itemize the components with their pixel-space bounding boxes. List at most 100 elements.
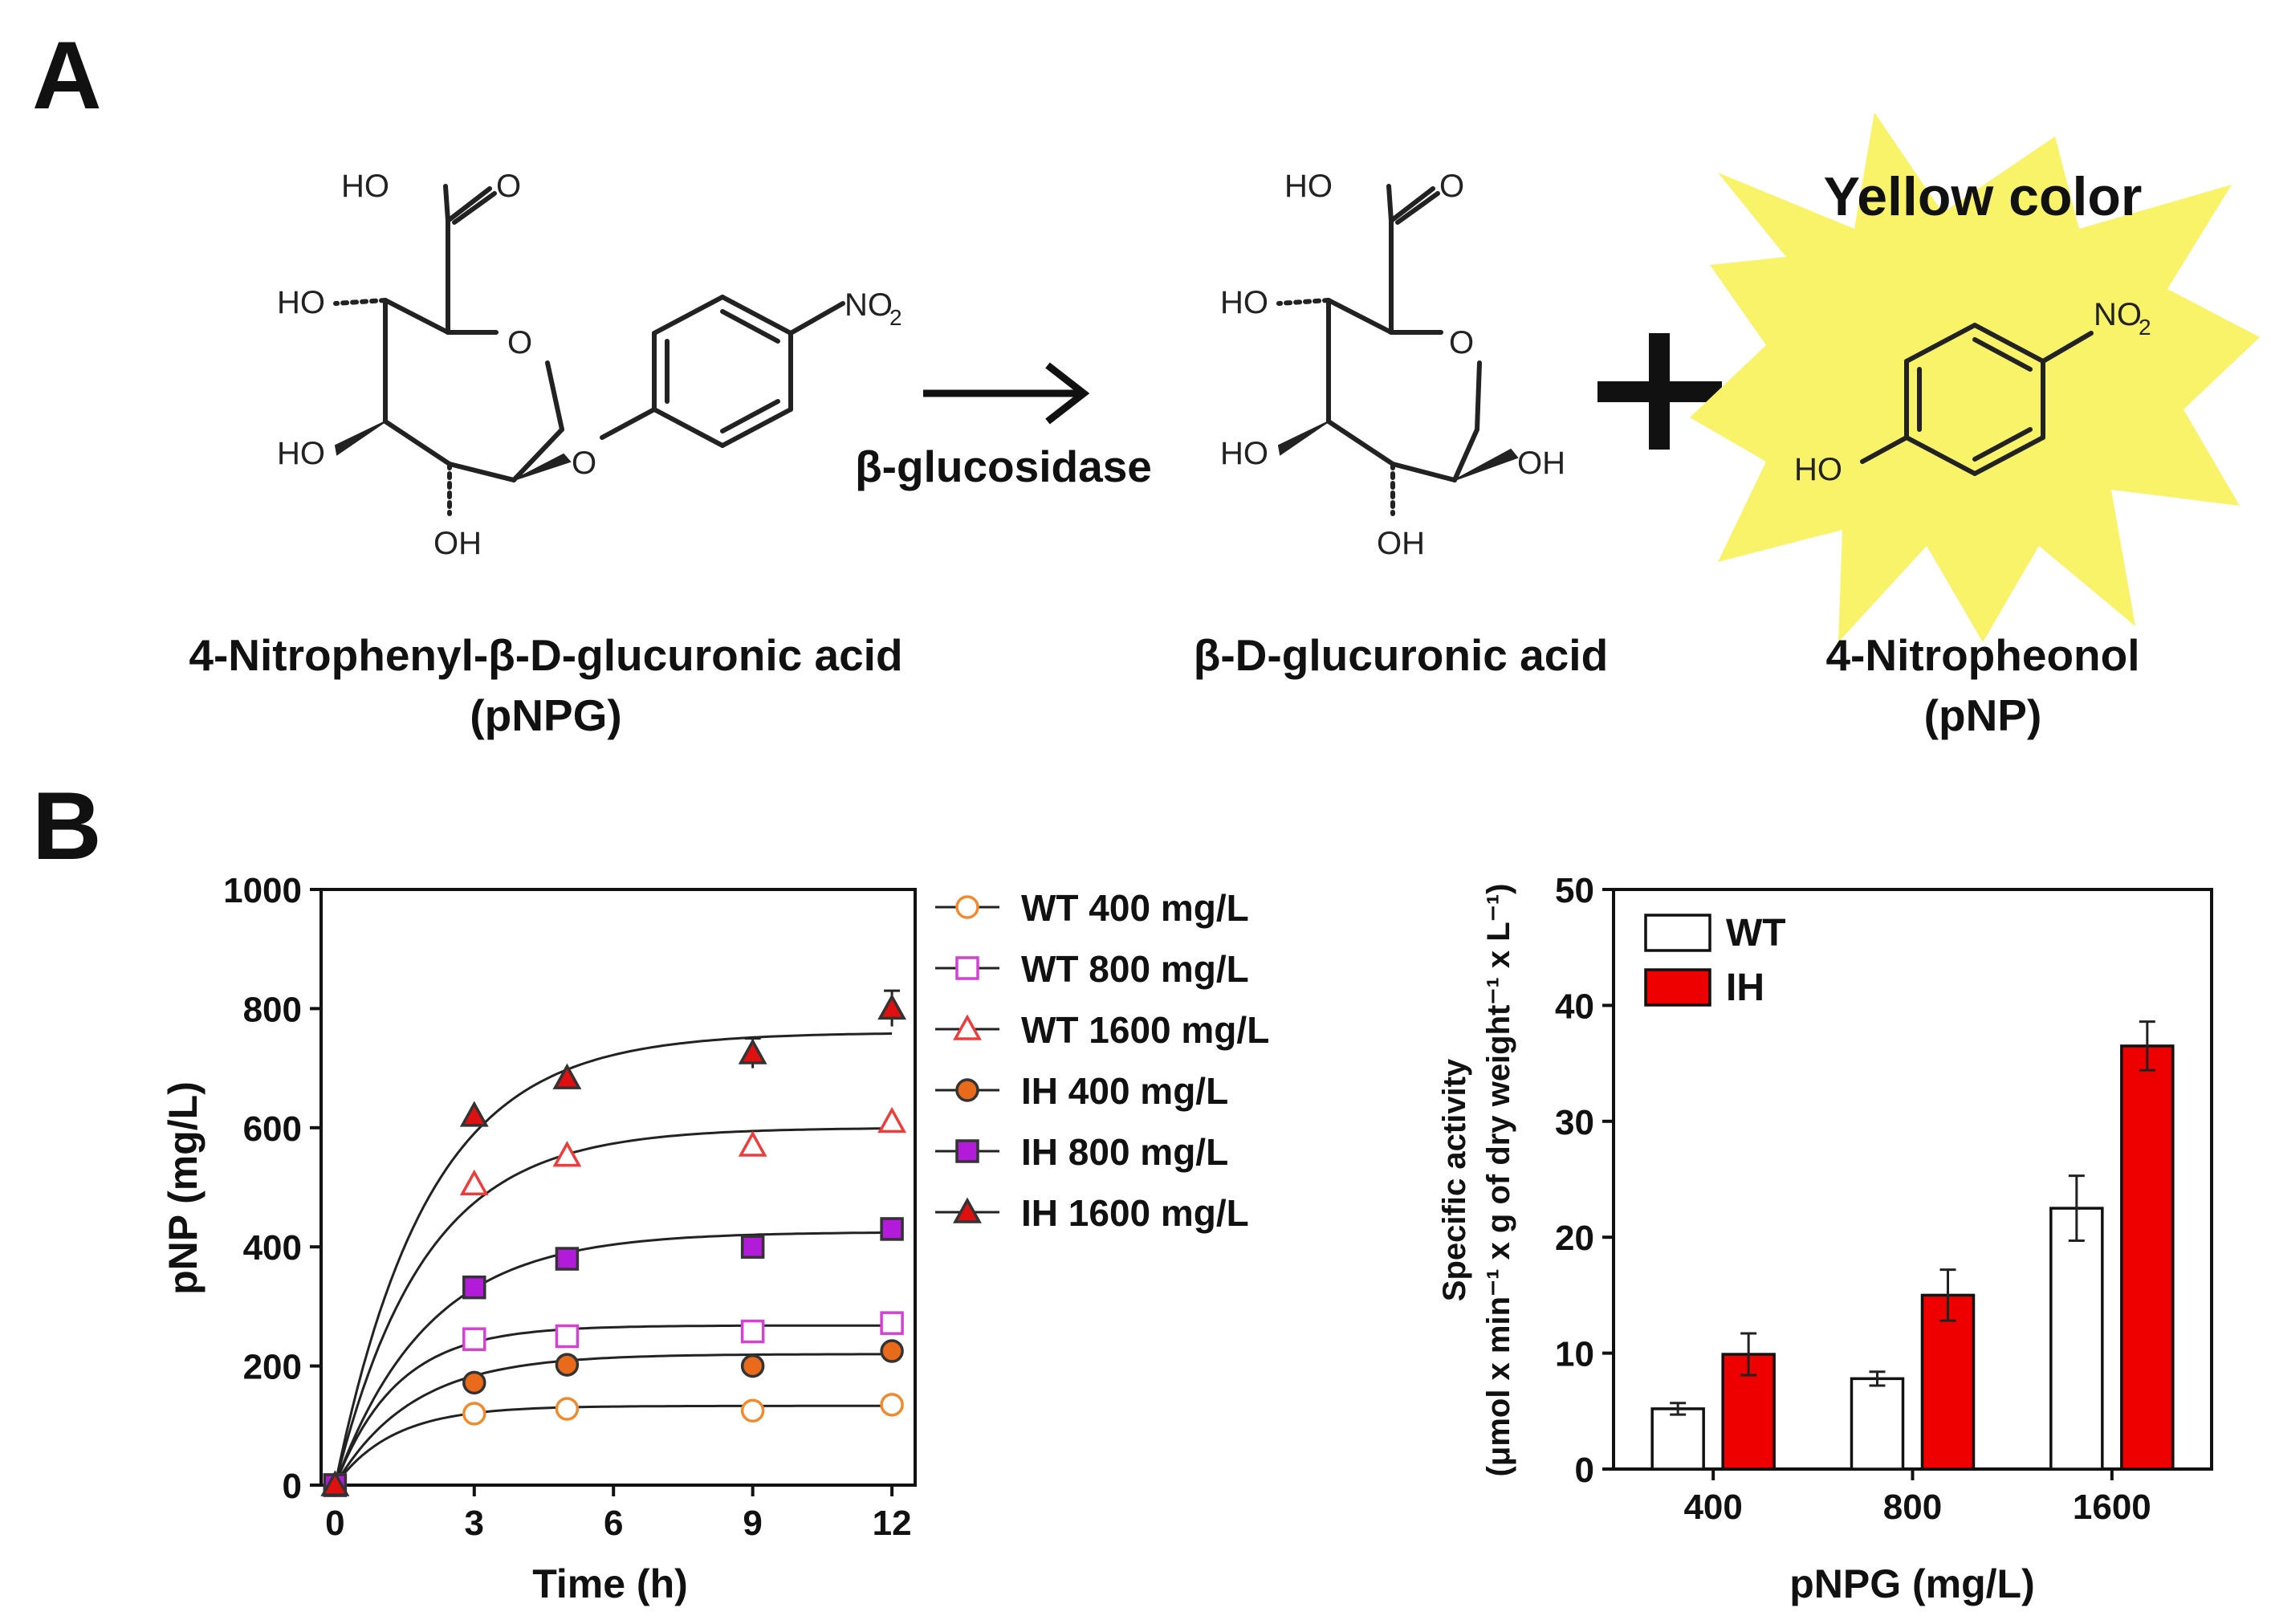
svg-text:HO: HO xyxy=(1220,436,1268,471)
svg-text:OH: OH xyxy=(433,526,482,561)
y-tick-label: 40 xyxy=(1555,987,1594,1026)
time-course-xlabel: Time (h) xyxy=(532,1561,688,1606)
time-course-chart: 0 200 400 600 800 1000 0 3 6 9 12 Time (h) pNP (mg… xyxy=(161,871,1269,1606)
pnp-name: 4-Nitropheonol xyxy=(1825,630,2139,680)
data-point xyxy=(877,993,907,1020)
yellow-color-label: Yellow color xyxy=(1824,166,2143,227)
data-point xyxy=(740,1235,765,1259)
specific-activity-chart: 0 10 20 30 40 50 400 800 1600 pNPG (mg/L) Specif… xyxy=(1437,871,2213,1606)
legend-marker xyxy=(953,1014,982,1040)
pnpg-abbr: (pNPG) xyxy=(470,690,621,740)
pnp-structure xyxy=(1860,323,2094,476)
activity-ylabel-line2: (μmol x min⁻¹ x g of dry weight⁻¹ x L⁻¹) xyxy=(1481,884,1516,1477)
activity-xlabel: pNPG (mg/L) xyxy=(1789,1561,2035,1606)
svg-text:NO: NO xyxy=(2094,297,2142,332)
data-point xyxy=(738,1038,767,1064)
x-tick-label: 6 xyxy=(604,1504,623,1543)
legend-marker xyxy=(955,895,979,919)
pnpg-structure xyxy=(333,184,845,516)
y-tick-label: 0 xyxy=(1575,1451,1594,1490)
legend-label: WT 400 mg/L xyxy=(1021,887,1249,929)
y-tick-label: 0 xyxy=(283,1467,302,1506)
legend-label: IH 400 mg/L xyxy=(1021,1070,1228,1112)
svg-text:2: 2 xyxy=(2139,315,2151,340)
pnpg-atoms: HO O HO O HO O OH NO 2 xyxy=(277,169,902,561)
x-tick-label: 0 xyxy=(325,1504,344,1543)
legend-marker xyxy=(955,1139,979,1163)
y-tick-label: 400 xyxy=(243,1228,302,1268)
data-point xyxy=(462,1327,486,1351)
activity-legend: WT IH xyxy=(1644,912,1786,1009)
pnpg-name: 4-Nitrophenyl-β-D-glucuronic acid xyxy=(189,630,902,680)
bar xyxy=(2120,1044,2175,1471)
svg-text:O: O xyxy=(572,446,596,481)
fit-curve xyxy=(334,1404,893,1486)
svg-text:HO: HO xyxy=(341,169,389,204)
time-course-legend: WT 400 mg/L WT 800 mg/L WT 1600 mg/L IH 400… xyxy=(935,887,1269,1234)
data-point xyxy=(877,1106,907,1134)
legend-label: WT xyxy=(1726,912,1786,954)
fit-curve xyxy=(333,1324,893,1486)
panel-a-label: A xyxy=(32,22,102,129)
data-point xyxy=(880,1217,904,1241)
svg-text:2: 2 xyxy=(889,305,902,330)
data-point xyxy=(880,1393,904,1417)
data-point xyxy=(740,1353,765,1378)
data-point xyxy=(740,1398,765,1423)
svg-text:HO: HO xyxy=(1220,285,1268,320)
legend-marker xyxy=(955,956,979,980)
data-point xyxy=(555,1397,580,1421)
svg-text:OH: OH xyxy=(1517,446,1565,481)
y-tick-label: 50 xyxy=(1555,871,1594,910)
y-tick-label: 800 xyxy=(243,990,302,1029)
svg-text:O: O xyxy=(496,169,521,204)
data-point xyxy=(880,1339,904,1363)
data-point xyxy=(880,1311,904,1335)
x-tick-label: 3 xyxy=(465,1504,484,1543)
reaction-arrow xyxy=(923,362,1090,425)
panel-b-label: B xyxy=(32,772,102,880)
y-tick-label: 10 xyxy=(1555,1335,1594,1374)
svg-text:NO: NO xyxy=(845,287,893,323)
legend-label: IH xyxy=(1726,967,1764,1009)
x-tick-label: 400 xyxy=(1683,1488,1742,1527)
glucuronic-acid-structure xyxy=(1276,184,1519,516)
data-point xyxy=(552,1141,582,1167)
fit-curve xyxy=(333,1032,893,1486)
data-point xyxy=(320,1470,350,1496)
legend-marker xyxy=(953,1197,982,1223)
glucuronic-acid-name: β-D-glucuronic acid xyxy=(1194,630,1608,680)
legend-label: IH 800 mg/L xyxy=(1021,1131,1228,1173)
bar xyxy=(2049,1207,2104,1471)
pnp-abbr: (pNP) xyxy=(1924,690,2042,740)
glucuronic-acid-atoms: HO O HO O HO OH OH xyxy=(1220,169,1565,561)
legend-marker xyxy=(955,1078,979,1102)
fit-curve xyxy=(334,1353,893,1486)
enzyme-label: β-glucosidase xyxy=(855,442,1152,491)
data-point xyxy=(462,1370,486,1395)
data-point xyxy=(459,1101,489,1127)
activity-ylabel-line1: Specific activity xyxy=(1437,1058,1472,1301)
pnp-atoms: HO NO 2 xyxy=(1794,297,2151,487)
svg-text:HO: HO xyxy=(277,436,325,471)
data-point xyxy=(555,1247,580,1271)
y-tick-label: 200 xyxy=(243,1348,302,1387)
legend-label: WT 800 mg/L xyxy=(1021,948,1249,990)
y-tick-label: 30 xyxy=(1555,1103,1594,1142)
data-point xyxy=(552,1063,582,1089)
data-point xyxy=(738,1130,767,1157)
y-tick-label: 20 xyxy=(1555,1219,1594,1258)
fit-curve xyxy=(333,1127,893,1486)
data-point xyxy=(555,1324,580,1349)
x-tick-label: 800 xyxy=(1883,1488,1942,1527)
plus-sign xyxy=(1597,333,1722,450)
legend-swatch xyxy=(1644,914,1711,952)
svg-text:O: O xyxy=(507,325,532,360)
legend-label: IH 1600 mg/L xyxy=(1021,1192,1249,1234)
svg-text:O: O xyxy=(1449,325,1474,360)
x-tick-label: 1600 xyxy=(2073,1488,2151,1527)
time-course-ylabel: pNP (mg/L) xyxy=(161,1081,206,1295)
fit-curve xyxy=(333,1231,893,1486)
x-tick-label: 9 xyxy=(743,1504,762,1543)
svg-text:HO: HO xyxy=(277,285,325,320)
